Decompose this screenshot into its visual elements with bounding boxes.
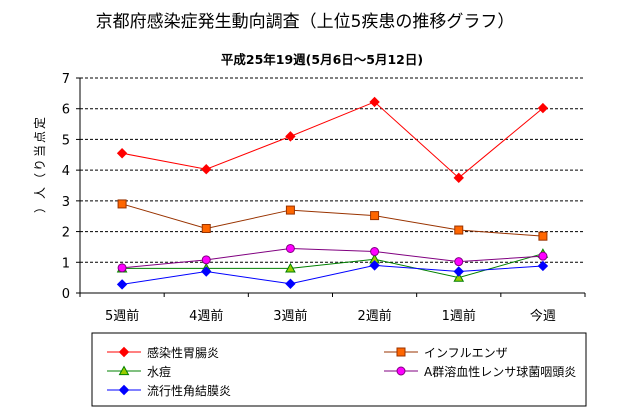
legend-label: A群溶血性レンサ球菌咽頭炎 [424, 364, 576, 379]
data-point [117, 199, 127, 209]
x-tick-label: 今週 [530, 308, 556, 324]
data-point [454, 225, 464, 235]
series-0 [116, 96, 549, 184]
axes [76, 77, 586, 297]
chart-title: 京都府感染症発生動向調査（上位5疾患の推移グラフ） [96, 12, 515, 32]
series-line [122, 253, 544, 279]
legend-item: 水痘 [107, 364, 171, 379]
x-tick-label: 5週前 [105, 308, 139, 324]
legend-label: 流行性角結膜炎 [147, 384, 231, 398]
y-axis-label-char: 当 [33, 145, 47, 157]
chart-subtitle: 平成25年19週(5月6日～5月12日) [221, 52, 423, 67]
legend-marker [118, 384, 130, 396]
data-point [285, 131, 296, 142]
x-tick-labels: 5週前 4週前 3週前 2週前 1週前 今週 [105, 308, 556, 324]
y-axis-label-char: （ [33, 173, 47, 185]
legend-box [91, 332, 587, 407]
y-tick-label: 5 [62, 133, 70, 148]
legend-marker [396, 366, 406, 376]
y-tick-label: 2 [62, 226, 70, 241]
data-point [116, 148, 128, 159]
data-point [117, 263, 127, 273]
data-point [116, 279, 128, 290]
y-tick-label: 4 [62, 164, 70, 179]
y-axis-label-char: 点 [33, 131, 47, 143]
x-tick-label: 2週前 [357, 308, 391, 324]
y-tick-label: 0 [62, 287, 70, 302]
x-tick-label: 1週前 [442, 308, 476, 324]
data-point [454, 257, 464, 267]
series-1 [117, 199, 548, 241]
data-point [537, 260, 549, 272]
data-point [285, 205, 295, 215]
y-tick-label: 6 [62, 103, 70, 118]
series-line [122, 264, 543, 285]
x-tick-label: 3週前 [273, 308, 307, 324]
legend-item: 流行性角結膜炎 [107, 384, 231, 398]
legend-label: 感染性胃腸炎 [147, 345, 219, 360]
data-point [285, 278, 296, 289]
data-point [537, 102, 549, 114]
series-line [121, 203, 543, 237]
legend-item: A群溶血性レンサ球菌咽頭炎 [384, 364, 576, 379]
data-point [370, 211, 380, 221]
y-tick-label: 3 [62, 195, 70, 210]
legend-item: 感染性胃腸炎 [107, 345, 219, 360]
legend-marker [118, 365, 130, 376]
x-tick-label: 4週前 [189, 308, 223, 324]
data-point [538, 231, 548, 241]
gridlines [80, 77, 585, 263]
data-point [370, 247, 380, 257]
y-tick-label: 1 [62, 256, 70, 271]
legend-label: 水痘 [147, 364, 171, 379]
data-point [285, 262, 296, 273]
data-point [538, 251, 548, 261]
y-axis-label-char: 定 [32, 117, 47, 129]
y-axis-label-char: 人 [33, 187, 47, 199]
series-group [116, 96, 549, 290]
data-point [453, 266, 464, 277]
series-line [122, 247, 543, 269]
legend-marker [396, 347, 406, 357]
data-point [453, 272, 465, 282]
series-3 [117, 243, 548, 273]
legend-marker [118, 346, 130, 358]
data-point [369, 96, 380, 108]
data-point [201, 266, 212, 277]
legend-label: インフルエンザ [424, 346, 508, 360]
series-line [121, 101, 544, 179]
data-point [453, 172, 464, 184]
series-2 [116, 248, 549, 282]
series-4 [116, 260, 549, 290]
legend-item: インフルエンザ [384, 346, 508, 360]
y-tick-label: 7 [62, 72, 70, 87]
data-point [369, 260, 380, 271]
data-point [201, 164, 212, 175]
y-axis-label-char: ） [33, 201, 47, 213]
y-axis-label-char: り [33, 159, 47, 171]
y-tick-labels: 0 1 2 3 4 5 6 7 [62, 72, 70, 302]
data-point [201, 255, 211, 265]
data-point [201, 224, 211, 233]
data-point [285, 243, 295, 253]
